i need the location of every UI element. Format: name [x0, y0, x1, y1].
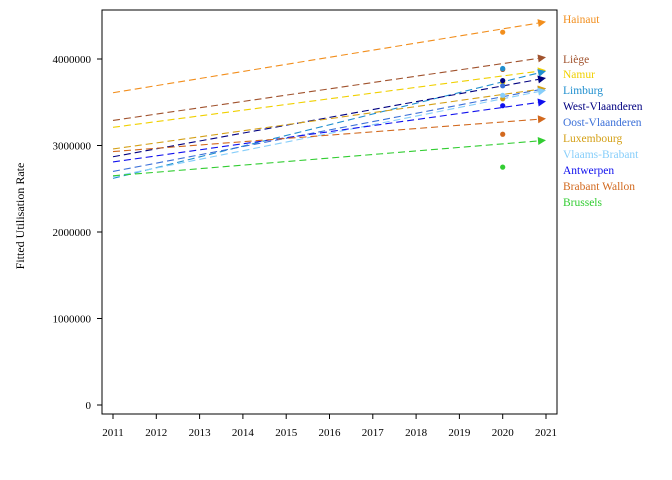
series-line — [112, 101, 539, 163]
series-arrowhead — [537, 136, 546, 145]
series-line — [112, 72, 539, 179]
observed-point — [500, 103, 506, 109]
series-arrowhead — [537, 54, 546, 63]
x-tick-label: 2018 — [405, 427, 428, 439]
legend: Hainaut Liège Namur Limburg West-Vlaanderen O… — [563, 14, 643, 209]
series-arrowhead — [537, 87, 546, 96]
legend-label: Oost-Vlaanderen — [563, 117, 642, 129]
observed-point — [500, 83, 506, 89]
x-axis: 2011 2012 2013 2014 2015 2016 2017 2018 2019 2020… — [102, 414, 557, 439]
y-tick-label: 2000000 — [53, 227, 92, 239]
series-arrowhead — [537, 115, 546, 124]
y-tick-label: 1000000 — [53, 314, 92, 326]
x-tick-label: 2013 — [189, 427, 212, 439]
y-tick-label: 4000000 — [53, 54, 92, 66]
series-line — [112, 88, 539, 150]
y-tick-label: 3000000 — [53, 141, 92, 153]
series-line — [112, 78, 539, 158]
series-arrowhead — [537, 75, 546, 84]
legend-label: Hainaut — [563, 14, 600, 26]
observed-point — [500, 29, 506, 35]
legend-label: Namur — [563, 69, 595, 81]
legend-label: West-Vlaanderen — [563, 101, 643, 113]
series-line — [112, 57, 539, 121]
x-tick-label: 2019 — [448, 427, 471, 439]
y-axis: 0 1000000 2000000 3000000 4000000 — [53, 54, 102, 412]
observed-point — [500, 164, 506, 170]
legend-label: Limburg — [563, 85, 603, 97]
series-arrowhead — [537, 69, 546, 77]
x-tick-label: 2021 — [535, 427, 557, 439]
legend-label: Brabant Wallon — [563, 181, 635, 193]
y-axis-title: Fitted Utilisation Rate — [13, 163, 27, 270]
x-tick-label: 2015 — [275, 427, 298, 439]
series-line — [112, 22, 539, 94]
x-tick-label: 2016 — [319, 427, 342, 439]
plot-frame — [101, 9, 558, 415]
x-tick-label: 2017 — [362, 427, 385, 439]
legend-label: Vlaams-Brabant — [563, 149, 639, 161]
observed-points — [500, 29, 506, 170]
series-line — [112, 118, 539, 153]
series-arrowhead — [537, 98, 546, 107]
legend-label: Liège — [563, 54, 589, 66]
y-tick-label: 0 — [86, 400, 92, 412]
series-line — [112, 91, 539, 178]
series-lines — [112, 19, 546, 179]
series-line — [112, 140, 539, 177]
series-arrowhead — [537, 19, 546, 28]
series-line — [112, 70, 539, 128]
observed-point — [500, 78, 506, 84]
observed-point — [500, 92, 506, 98]
observed-point — [500, 131, 506, 137]
observed-point — [500, 65, 506, 72]
x-tick-label: 2011 — [102, 427, 124, 439]
legend-label: Antwerpen — [563, 165, 614, 177]
x-tick-label: 2020 — [492, 427, 515, 439]
legend-label: Brussels — [563, 197, 603, 209]
series-line — [112, 89, 539, 172]
x-tick-label: 2012 — [145, 427, 167, 439]
x-tick-label: 2014 — [232, 427, 255, 439]
legend-label: Luxembourg — [563, 133, 622, 145]
